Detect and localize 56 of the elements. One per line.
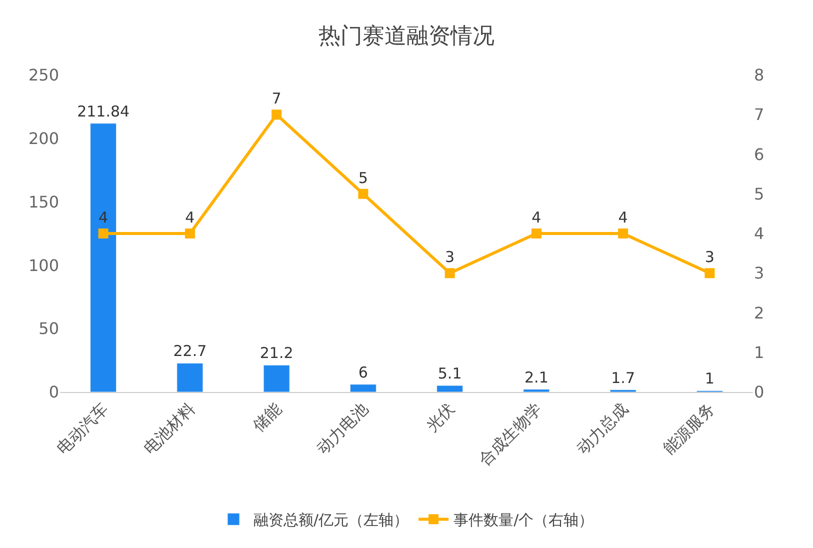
- data-label: 22.7: [173, 342, 207, 360]
- point: [184, 228, 195, 238]
- point: [358, 188, 368, 199]
- y2-tick-label: 0: [754, 382, 764, 402]
- y2-tick-label: 7: [754, 105, 764, 124]
- y-tick-label: 250: [28, 66, 59, 85]
- legend-label: 融资总额/亿元（左轴）: [254, 511, 409, 530]
- data-label: 4: [185, 208, 195, 226]
- x-tick-label: 动力总成: [572, 399, 632, 458]
- y-tick-label: 200: [28, 129, 59, 148]
- bar: [90, 123, 117, 392]
- legend-label: 事件数量/个（右轴）: [454, 511, 594, 530]
- point: [272, 110, 282, 120]
- data-label: 6: [358, 363, 368, 382]
- x-tick-label: 电动汽车: [53, 399, 112, 458]
- point: [98, 228, 108, 238]
- data-label: 4: [98, 208, 108, 226]
- data-label: 7: [272, 90, 282, 108]
- chart-title: 热门赛道融资情况: [318, 24, 494, 49]
- y2-tick-label: 8: [754, 66, 764, 85]
- x-tick-label: 光伏: [422, 399, 458, 436]
- bar: [523, 389, 550, 392]
- data-label: 5: [358, 168, 368, 187]
- y-tick-label: 0: [48, 382, 59, 402]
- data-label: 2.1: [524, 368, 548, 386]
- x-tick-label: 动力电池: [312, 399, 372, 458]
- data-label: 21.2: [260, 344, 294, 362]
- y2-tick-label: 1: [754, 342, 764, 362]
- y2-tick-label: 2: [754, 303, 764, 322]
- data-label: 1: [704, 370, 714, 388]
- point: [704, 268, 715, 278]
- point: [531, 228, 542, 238]
- y2-tick-label: 4: [754, 224, 764, 244]
- bar: [263, 364, 290, 392]
- y2-tick-label: 3: [754, 264, 764, 283]
- y2-tick-label: 6: [754, 144, 764, 164]
- data-label: 5.1: [438, 364, 462, 383]
- point: [618, 228, 628, 238]
- data-label: 211.84: [77, 102, 130, 120]
- y-tick-label: 100: [28, 256, 59, 275]
- bar: [176, 362, 204, 392]
- y2-tick-label: 5: [754, 184, 764, 204]
- x-tick-label: 合成生物学: [474, 399, 545, 470]
- y-tick-label: 50: [38, 319, 59, 338]
- y-tick-label: 150: [28, 192, 59, 212]
- data-label: 3: [704, 248, 714, 266]
- data-label: 4: [618, 208, 628, 226]
- data-label: 1.7: [611, 368, 635, 387]
- x-tick-label: 能源服务: [659, 399, 718, 458]
- data-label: 4: [532, 208, 542, 226]
- bar: [350, 384, 376, 392]
- point: [444, 268, 455, 278]
- x-tick-label: 电池材料: [140, 399, 198, 458]
- data-label: 3: [445, 248, 455, 266]
- bar: [436, 385, 464, 392]
- x-tick-label: 储能: [248, 399, 286, 436]
